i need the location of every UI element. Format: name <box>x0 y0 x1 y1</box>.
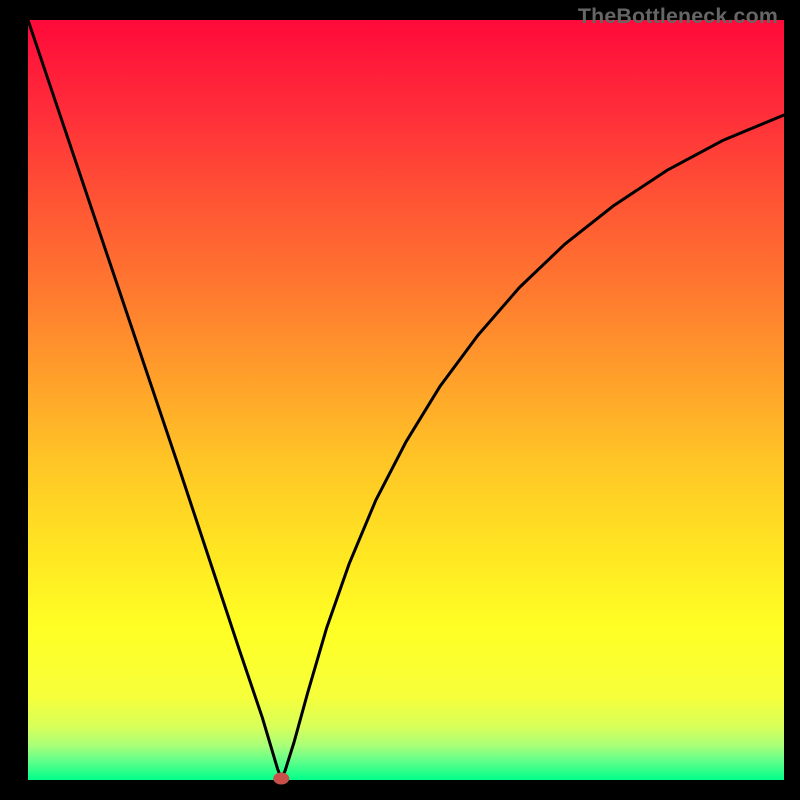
plot-background <box>28 20 784 780</box>
bottleneck-chart: TheBottleneck.com <box>0 0 800 800</box>
chart-canvas <box>0 0 800 800</box>
optimum-marker <box>273 772 289 784</box>
